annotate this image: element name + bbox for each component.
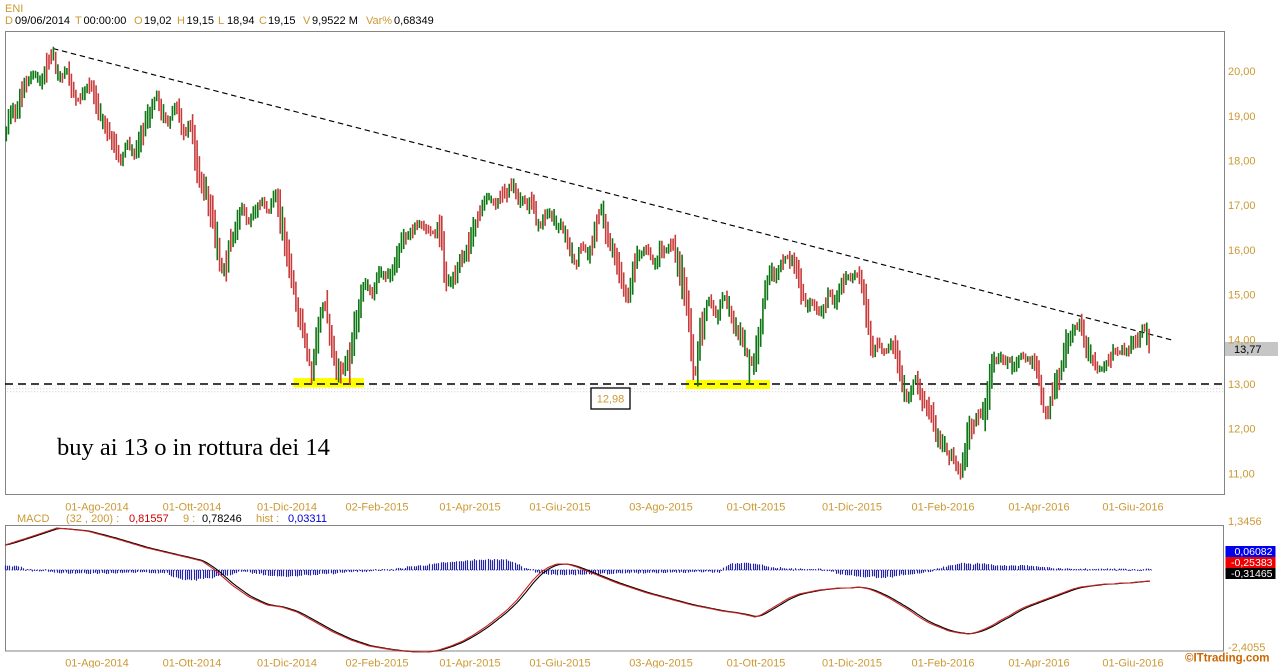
svg-text:0,81557: 0,81557 [129,513,169,525]
svg-text:01-Dic-2015: 01-Dic-2015 [822,502,882,514]
svg-text:D: D [5,15,13,27]
svg-text:01-Ott-2014: 01-Ott-2014 [163,502,222,514]
svg-text:MACD: MACD [17,513,49,525]
svg-text:9 :: 9 : [183,513,195,525]
svg-text:20,00: 20,00 [1228,66,1256,78]
svg-text:0,03311: 0,03311 [288,513,327,525]
svg-text:02-Feb-2015: 02-Feb-2015 [346,658,409,668]
svg-text:09/06/2014: 09/06/2014 [15,15,70,27]
svg-text:18,94: 18,94 [227,15,255,27]
svg-text:C: C [259,15,267,27]
svg-text:L: L [218,15,224,27]
svg-text:19,15: 19,15 [268,15,296,27]
svg-text:9,9522 M: 9,9522 M [312,15,358,27]
svg-text:12,98: 12,98 [597,394,625,406]
svg-text:12,00: 12,00 [1228,424,1256,436]
svg-text:01-Giu-2015: 01-Giu-2015 [529,502,590,514]
svg-text:-2,4055: -2,4055 [1228,642,1265,654]
svg-text:H: H [177,15,185,27]
svg-text:01-Dic-2014: 01-Dic-2014 [257,502,317,514]
svg-text:01-Ago-2014: 01-Ago-2014 [65,658,129,668]
svg-text:00:00:00: 00:00:00 [84,15,127,27]
svg-text:01-Giu-2016: 01-Giu-2016 [1102,502,1163,514]
svg-text:11,00: 11,00 [1228,468,1255,480]
svg-text:01-Apr-2015: 01-Apr-2015 [439,658,500,668]
svg-text:1,3456: 1,3456 [1228,516,1262,528]
svg-text:19,15: 19,15 [187,15,215,27]
svg-text:01-Giu-2016: 01-Giu-2016 [1102,658,1163,668]
svg-text:©ITtrading.com: ©ITtrading.com [1185,653,1270,665]
svg-text:02-Feb-2015: 02-Feb-2015 [346,502,409,514]
svg-text:0,78246: 0,78246 [202,513,242,525]
svg-text:01-Ago-2014: 01-Ago-2014 [65,502,129,514]
svg-text:01-Feb-2016: 01-Feb-2016 [912,658,975,668]
svg-text:01-Apr-2015: 01-Apr-2015 [439,502,500,514]
svg-text:V: V [303,15,311,27]
svg-text:19,00: 19,00 [1228,111,1256,123]
svg-text:01-Apr-2016: 01-Apr-2016 [1008,658,1069,668]
svg-text:01-Dic-2014: 01-Dic-2014 [257,658,317,668]
svg-text:13,00: 13,00 [1228,379,1256,391]
svg-text:15,00: 15,00 [1228,290,1256,302]
svg-text:O: O [134,15,143,27]
svg-text:01-Ott-2015: 01-Ott-2015 [727,658,786,668]
svg-text:01-Dic-2015: 01-Dic-2015 [822,658,882,668]
svg-text:16,00: 16,00 [1228,245,1256,257]
svg-text:13,77: 13,77 [1234,344,1262,356]
svg-text:14,00: 14,00 [1228,334,1256,346]
svg-text:17,00: 17,00 [1228,200,1256,212]
svg-text:0,06082: 0,06082 [1235,546,1273,558]
svg-text:18,00: 18,00 [1228,156,1256,168]
svg-text:(32 , 200) :: (32 , 200) : [66,513,119,525]
svg-text:ENI: ENI [5,3,23,15]
svg-text:03-Ago-2015: 03-Ago-2015 [629,658,693,668]
svg-text:01-Giu-2015: 01-Giu-2015 [529,658,590,668]
svg-text:01-Ott-2015: 01-Ott-2015 [727,502,786,514]
svg-text:19,02: 19,02 [144,15,172,27]
svg-text:T: T [75,15,82,27]
svg-text:03-Ago-2015: 03-Ago-2015 [629,502,693,514]
svg-text:buy ai 13 o in rottura dei 14: buy ai 13 o in rottura dei 14 [57,434,330,461]
svg-text:01-Feb-2016: 01-Feb-2016 [912,502,975,514]
svg-text:hist :: hist : [256,513,279,525]
svg-text:Var%: Var% [366,15,392,27]
svg-text:01-Ott-2014: 01-Ott-2014 [163,658,222,668]
svg-text:-0,25383: -0,25383 [1231,557,1273,569]
svg-text:0,68349: 0,68349 [394,15,434,27]
svg-text:-0,31465: -0,31465 [1231,568,1273,580]
svg-text:01-Apr-2016: 01-Apr-2016 [1008,502,1069,514]
